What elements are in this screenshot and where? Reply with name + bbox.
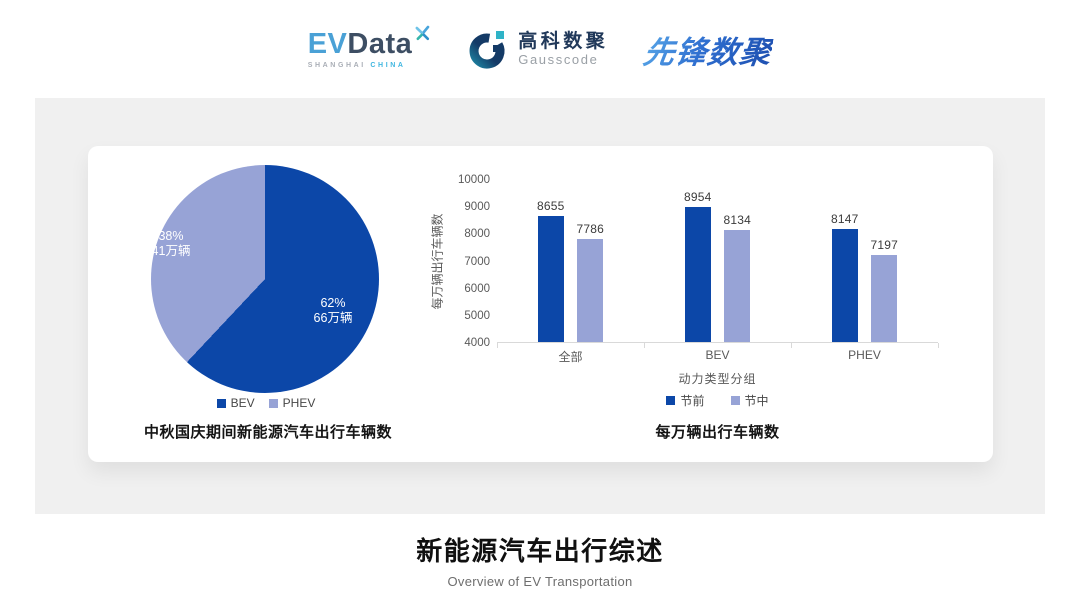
pie-legend: BEV PHEV [88, 396, 444, 410]
page-title: 新能源汽车出行综述 [416, 536, 664, 566]
x-axis-tick [643, 343, 645, 348]
bar-value-label: 7786 [576, 222, 604, 237]
bar-with-label: 8655 [537, 198, 565, 342]
legend-swatch [730, 396, 740, 405]
bar-group: 8147 7197 [791, 180, 938, 342]
evdata-logo-data: Data [347, 27, 413, 60]
legend-swatch [216, 398, 226, 408]
xianfeng-wordmark: 先锋数聚 [641, 27, 775, 72]
pie-slice-percent: 62% [320, 296, 346, 310]
bar [577, 239, 604, 342]
legend-swatch [666, 396, 676, 405]
evdata-tagline: SHANGHAI CHINA [308, 62, 406, 69]
bar [724, 229, 751, 342]
evdata-tagline-shanghai: SHANGHAI [307, 61, 366, 69]
legend-label: BEV [230, 396, 255, 410]
bar-value-label: 8954 [684, 190, 712, 205]
y-tick-label: 5000 [464, 309, 490, 322]
footer: 新能源汽车出行综述 Overview of EV Transportation [0, 531, 1080, 589]
bar-with-label: 7786 [577, 222, 605, 342]
bar-category-labels: 全部 BEV PHEV [497, 348, 938, 365]
y-tick-label: 7000 [464, 255, 490, 268]
pie-slice-amount: 41万辆 [151, 244, 191, 258]
pie-slice-percent: 38% [158, 229, 184, 243]
bar-x-axis-title: 动力类型分组 [678, 372, 757, 386]
xianfeng-logo: 先锋数聚 [641, 27, 775, 72]
pie-slice-label-bev: 62% 66万辆 [288, 296, 378, 326]
pie-slice-amount: 66万辆 [313, 311, 353, 325]
y-tick-label: 9000 [464, 201, 490, 214]
bar-with-label: 8134 [724, 213, 752, 342]
x-axis-tick [938, 343, 939, 348]
gausscode-wordmark: 高科数聚 Gausscode [518, 31, 608, 68]
bar-y-axis-title: 每万辆出行车辆数 [428, 180, 446, 342]
pie-chart: 38% 41万辆 62% 66万辆 BEV PHEV 中秋国庆期间新能源汽车出行车… [88, 146, 448, 462]
legend-label: 节中 [744, 394, 769, 408]
logo-header: EV Data SHANGHAI CHINA [0, 16, 1080, 82]
y-tick-label: 8000 [464, 228, 490, 241]
bar-chart-title: 每万辆出行车辆数 [655, 424, 780, 441]
y-tick-label: 10000 [458, 174, 490, 186]
pie-slice-label-phev: 38% 41万辆 [126, 229, 216, 259]
evdata-tagline-china: CHINA [370, 61, 406, 69]
legend-label: 节前 [680, 394, 705, 408]
bar-with-label: 8147 [831, 212, 859, 342]
evdata-logo-ev: EV [307, 27, 348, 60]
bar-value-label: 8147 [831, 212, 859, 227]
legend-item: 节前 [666, 392, 705, 409]
bar-category-label: 全部 [558, 350, 583, 364]
gausscode-name-en: Gausscode [518, 52, 599, 68]
legend-label: PHEV [282, 396, 316, 410]
bar [871, 255, 898, 342]
legend-item: PHEV [268, 396, 316, 410]
bar-y-ticks: 10000 9000 8000 7000 6000 5000 4000 [446, 174, 490, 349]
gausscode-logo: 高科数聚 Gausscode [467, 27, 608, 71]
bar [684, 207, 711, 342]
bar-with-label: 7197 [871, 238, 899, 342]
bar [831, 229, 858, 342]
gray-panel: 38% 41万辆 62% 66万辆 BEV PHEV 中秋国庆期间新能源汽车出行车… [35, 98, 1045, 514]
evdata-logo: EV Data SHANGHAI CHINA [307, 25, 432, 69]
bar-category-label: PHEV [848, 348, 881, 362]
x-axis-tick [790, 343, 792, 348]
bar-y-axis-title-text: 每万辆出行车辆数 [430, 212, 445, 310]
gausscode-mark-icon [469, 31, 505, 69]
bar-with-label: 8954 [684, 190, 712, 342]
bar-legend: 节前 节中 [497, 392, 938, 409]
bar-category-label: BEV [705, 348, 730, 362]
legend-swatch [268, 398, 278, 408]
bar-group: 8655 7786 [497, 180, 644, 342]
legend-item: BEV [216, 396, 255, 410]
y-tick-label: 4000 [464, 337, 490, 349]
gausscode-name-cn: 高科数聚 [518, 30, 609, 52]
page-subtitle: Overview of EV Transportation [447, 574, 633, 589]
evdata-pinwheel-icon [415, 25, 430, 40]
x-axis-tick [497, 343, 498, 348]
evdata-wordmark: EV Data [307, 25, 432, 60]
bar [537, 215, 564, 342]
bar-plot: 8655 7786 8954 8134 8147 7197 [497, 180, 939, 348]
legend-item: 节中 [730, 392, 769, 409]
pie-chart-title: 中秋国庆期间新能源汽车出行车辆数 [143, 424, 392, 441]
pie [151, 165, 379, 393]
report-card: 38% 41万辆 62% 66万辆 BEV PHEV 中秋国庆期间新能源汽车出行车… [88, 146, 993, 462]
bar-chart: 每万辆出行车辆数 10000 9000 8000 7000 6000 5000 4000 8… [428, 146, 993, 462]
bar-value-label: 8134 [723, 212, 751, 227]
bar-group: 8954 8134 [644, 180, 791, 342]
y-tick-label: 6000 [464, 282, 490, 295]
bar-value-label: 7197 [870, 238, 898, 253]
bar-value-label: 8655 [537, 198, 565, 213]
